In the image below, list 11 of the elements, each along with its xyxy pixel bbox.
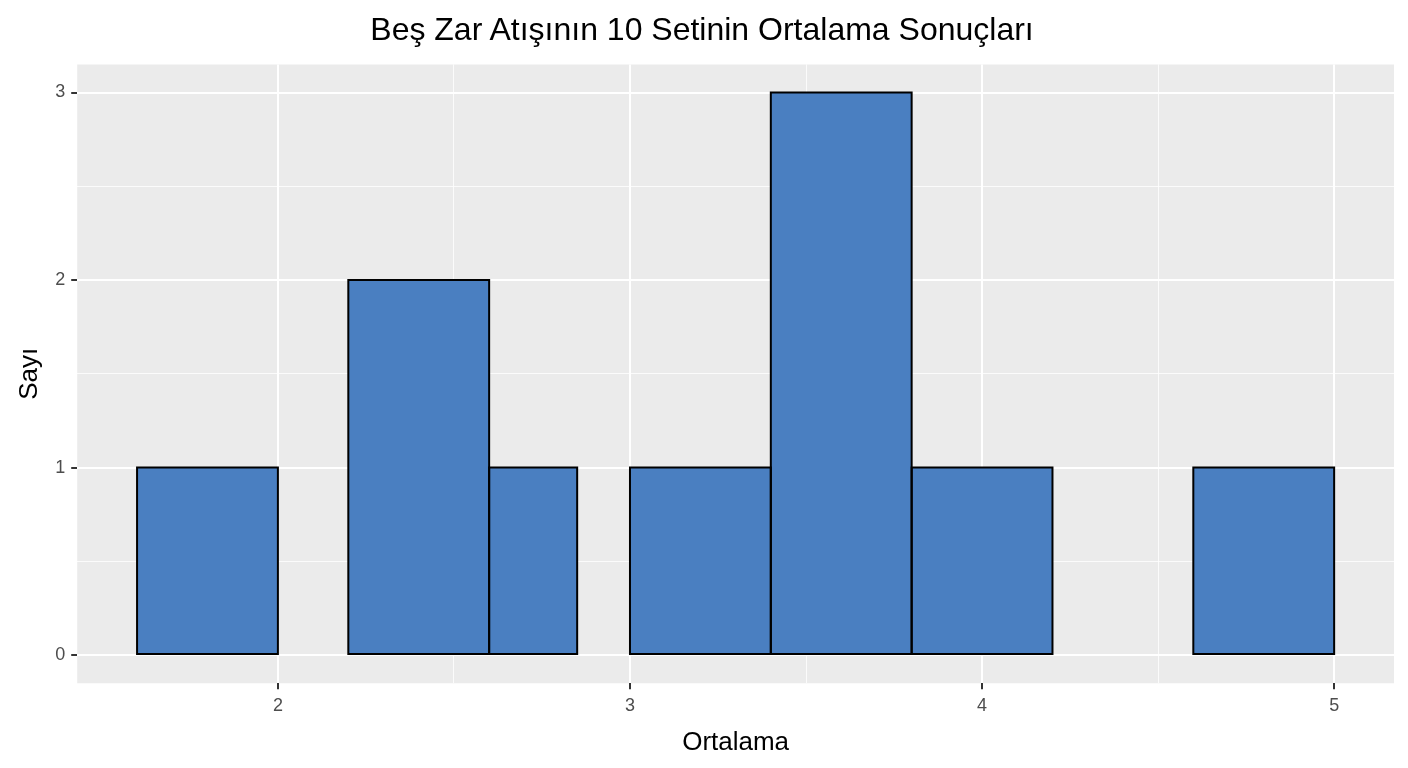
x-tick-label: 5 (1329, 694, 1340, 715)
y-tick-label: 1 (55, 456, 66, 477)
y-tick-label: 2 (55, 269, 66, 290)
y-tick-label: 3 (55, 81, 66, 102)
x-tick-label: 2 (272, 694, 283, 715)
y-tick-label: 0 (55, 644, 66, 665)
x-tick-label: 4 (977, 694, 988, 715)
chart-title: Beş Zar Atışının 10 Setinin Ortalama Sonuçları (370, 11, 1034, 48)
x-tick-label: 3 (624, 694, 635, 715)
y-axis-title: Sayı (12, 347, 43, 400)
x-axis-title: Ortalama (682, 725, 790, 756)
